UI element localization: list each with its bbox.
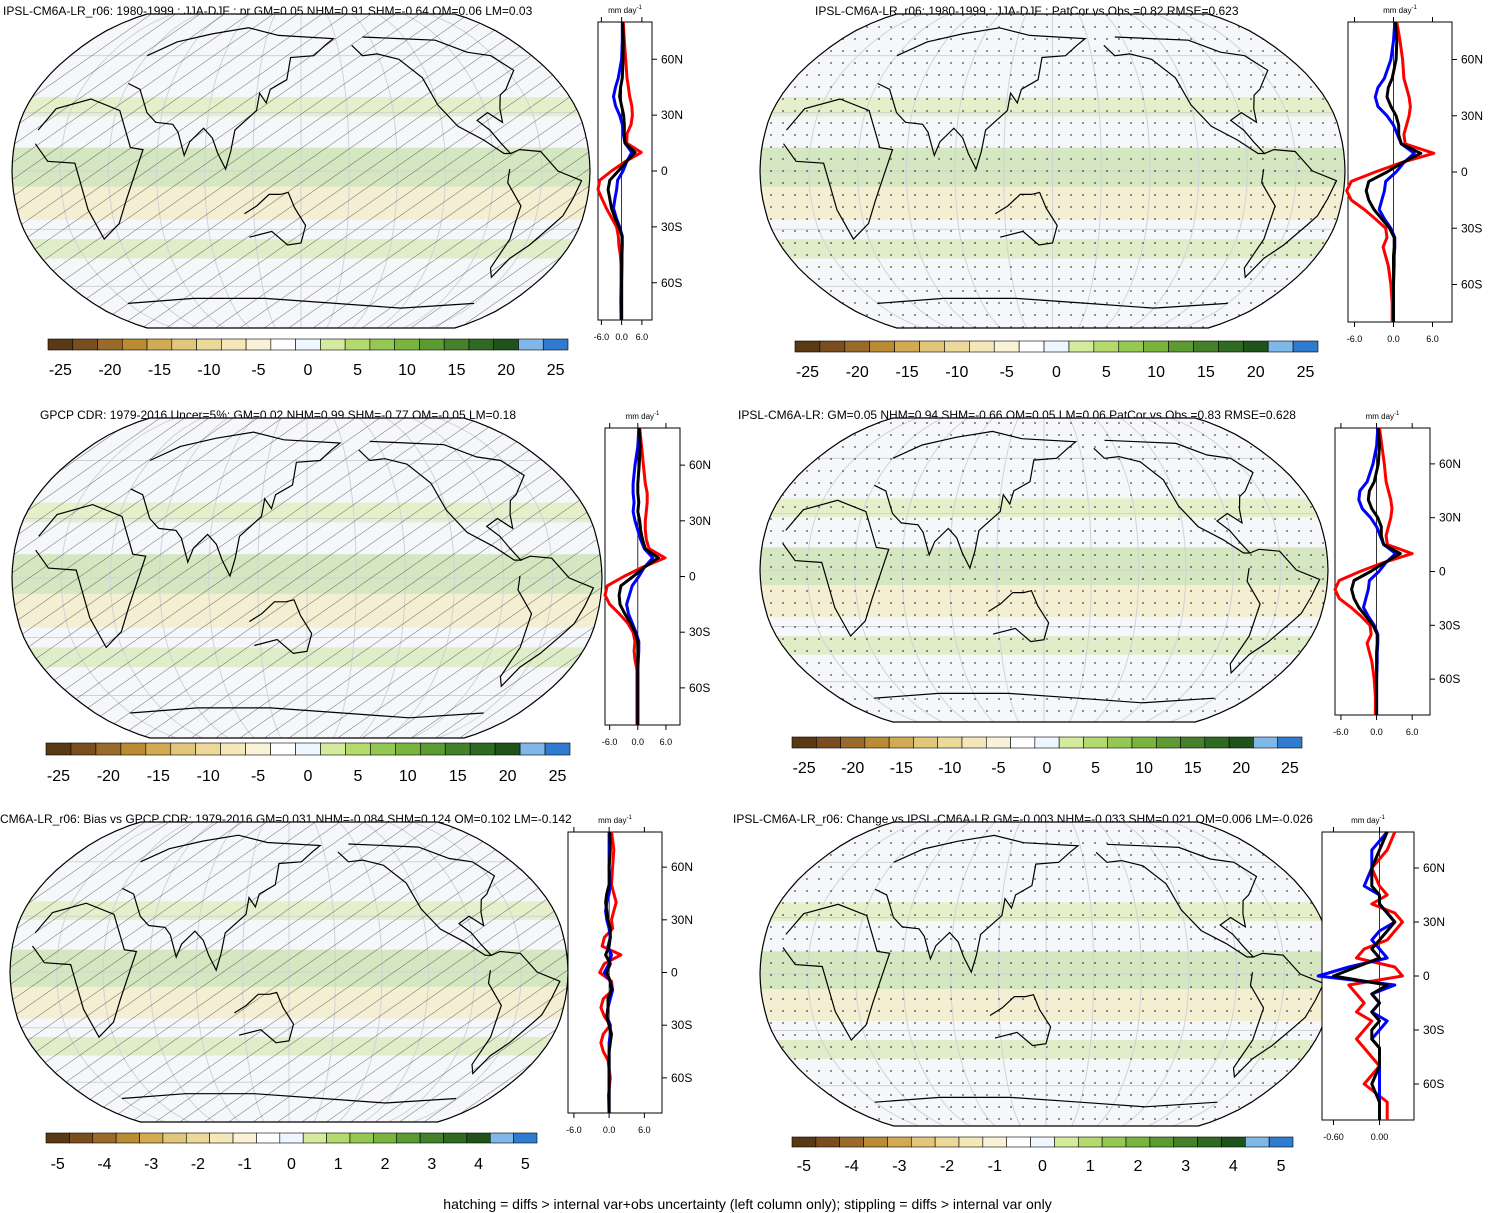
x-tick-label: -0.60 — [1323, 1132, 1344, 1142]
colorbar-label: -2 — [940, 1158, 954, 1175]
stippling-overlay — [760, 822, 1332, 1126]
zonal-mean-plot: 60N 30N 0 30S 60S -0.60 0.00 mm day-1 — [1318, 815, 1445, 1142]
colorbar-swatch — [840, 1137, 864, 1147]
map — [760, 822, 1332, 1126]
colorbar-label: 1 — [1086, 1158, 1095, 1175]
lat-tick-label: 30S — [1423, 1023, 1444, 1037]
colorbar-swatch — [1007, 1137, 1031, 1147]
colorbar-swatch — [983, 1137, 1007, 1147]
colorbar-label: -5 — [797, 1158, 811, 1175]
colorbar-swatch — [1221, 1137, 1245, 1147]
colorbar-swatch — [911, 1137, 935, 1147]
colorbar-swatch — [816, 1137, 840, 1147]
colorbar-label: 5 — [1277, 1158, 1286, 1175]
x-tick-label: 0.00 — [1371, 1132, 1389, 1142]
footnote: hatching = diffs > internal var+obs unce… — [0, 1196, 1495, 1212]
colorbar-swatch — [1150, 1137, 1174, 1147]
colorbar-swatch — [864, 1137, 888, 1147]
colorbar-label: -1 — [988, 1158, 1002, 1175]
colorbar-swatch — [1031, 1137, 1055, 1147]
colorbar-label: 0 — [1038, 1158, 1047, 1175]
colorbar-swatch — [1078, 1137, 1102, 1147]
colorbar-swatch — [935, 1137, 959, 1147]
colorbar-swatch — [887, 1137, 911, 1147]
colorbar-label: 3 — [1181, 1158, 1190, 1175]
colorbar-swatch — [959, 1137, 983, 1147]
colorbar-label: -3 — [892, 1158, 906, 1175]
colorbar-swatch — [1126, 1137, 1150, 1147]
colorbar-swatch — [1174, 1137, 1198, 1147]
colorbar-label: 2 — [1133, 1158, 1142, 1175]
colorbar-swatch — [792, 1137, 816, 1147]
colorbar: -5 -4 -3 -2 -1 0 1 2 3 4 5 — [792, 1137, 1293, 1175]
colorbar-swatch — [1269, 1137, 1293, 1147]
lat-tick-label: 60S — [1423, 1077, 1444, 1091]
colorbar-swatch — [1054, 1137, 1078, 1147]
lat-tick-label: 60N — [1423, 861, 1445, 875]
colorbar-label: 4 — [1229, 1158, 1238, 1175]
profile-unit: mm day-1 — [1351, 815, 1385, 825]
colorbar-swatch — [1245, 1137, 1269, 1147]
lat-tick-label: 30N — [1423, 915, 1445, 929]
lat-tick-label: 0 — [1423, 969, 1430, 983]
colorbar-swatch — [1198, 1137, 1222, 1147]
colorbar-label: -4 — [845, 1158, 859, 1175]
colorbar-swatch — [1102, 1137, 1126, 1147]
